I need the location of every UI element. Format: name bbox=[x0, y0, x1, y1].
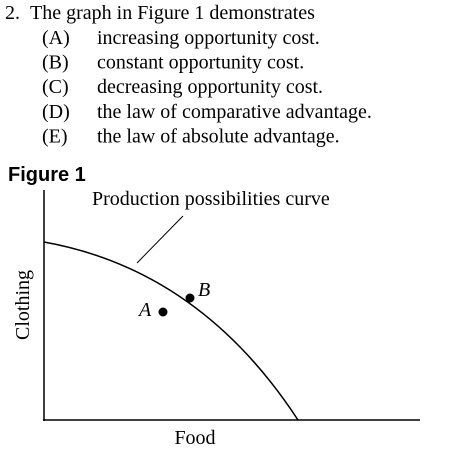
option-text: decreasing opportunity cost. bbox=[97, 76, 323, 98]
x-axis-label: Food bbox=[174, 427, 215, 449]
figure-title: Figure 1 bbox=[8, 164, 86, 186]
leader-line bbox=[136, 215, 184, 264]
option-text: the law of comparative advantage. bbox=[97, 101, 372, 123]
option-text: increasing opportunity cost. bbox=[97, 27, 320, 49]
option-letter: (B) bbox=[42, 52, 69, 74]
question-number: 2. bbox=[5, 2, 20, 24]
option-letter: (C) bbox=[42, 76, 69, 98]
y-axis-label: Clothing bbox=[12, 270, 34, 340]
ppc-curve bbox=[43, 241, 299, 421]
point-label: A bbox=[137, 299, 152, 321]
option-letter: (A) bbox=[42, 27, 70, 49]
point-a bbox=[158, 307, 168, 317]
point-b bbox=[185, 293, 195, 303]
point-label: B bbox=[198, 279, 210, 301]
option-letter: (D) bbox=[42, 101, 70, 123]
option-text: constant opportunity cost. bbox=[97, 52, 304, 74]
curve-label: Production possibilities curve bbox=[92, 188, 330, 210]
question-text: The graph in Figure 1 demonstrates bbox=[30, 2, 315, 24]
options: (A) increasing opportunity cost. (B) consta… bbox=[42, 27, 372, 147]
option-letter: (E) bbox=[42, 125, 68, 147]
option-text: the law of absolute advantage. bbox=[97, 125, 340, 147]
